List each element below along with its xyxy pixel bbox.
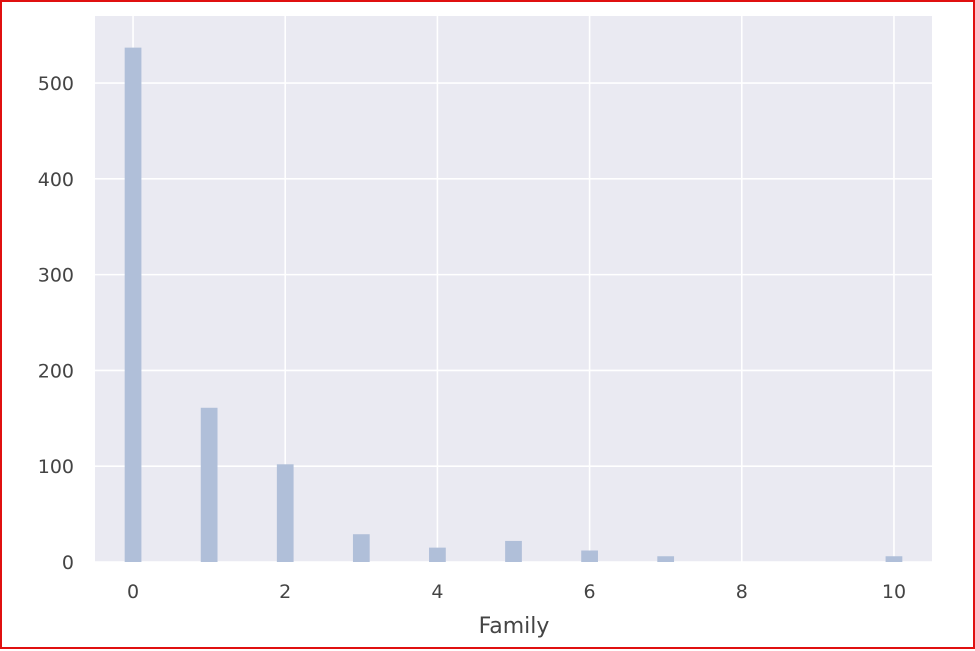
x-tick-label: 10 bbox=[882, 581, 906, 603]
histogram-bar bbox=[657, 556, 675, 562]
y-tick-label: 500 bbox=[38, 73, 74, 95]
y-tick-label: 100 bbox=[38, 456, 74, 478]
histogram-bar bbox=[124, 47, 142, 562]
histogram-bar bbox=[505, 540, 522, 562]
x-tick-label: 4 bbox=[431, 581, 443, 603]
y-tick-label: 300 bbox=[38, 265, 74, 287]
y-tick-label: 200 bbox=[38, 360, 74, 382]
grid-lines bbox=[95, 16, 932, 563]
histogram-bar bbox=[200, 407, 218, 562]
x-axis-title: Family bbox=[479, 614, 550, 639]
histogram-bar bbox=[581, 550, 598, 562]
x-tick-label: 6 bbox=[584, 581, 596, 603]
y-tick-label: 400 bbox=[38, 169, 74, 191]
plot-background bbox=[95, 16, 932, 562]
bars bbox=[124, 47, 903, 562]
x-tick-labels: 0 2 4 6 8 10 bbox=[127, 581, 906, 603]
histogram-bar bbox=[429, 547, 446, 562]
histogram-bar bbox=[885, 556, 903, 562]
x-tick-label: 2 bbox=[279, 581, 291, 603]
x-tick-label: 8 bbox=[736, 581, 748, 603]
histogram-bar bbox=[276, 464, 294, 562]
x-tick-label: 0 bbox=[127, 581, 139, 603]
y-tick-label: 0 bbox=[62, 552, 74, 574]
histogram-bar bbox=[352, 534, 370, 562]
y-tick-labels: 0 100 200 300 400 500 bbox=[38, 73, 74, 574]
